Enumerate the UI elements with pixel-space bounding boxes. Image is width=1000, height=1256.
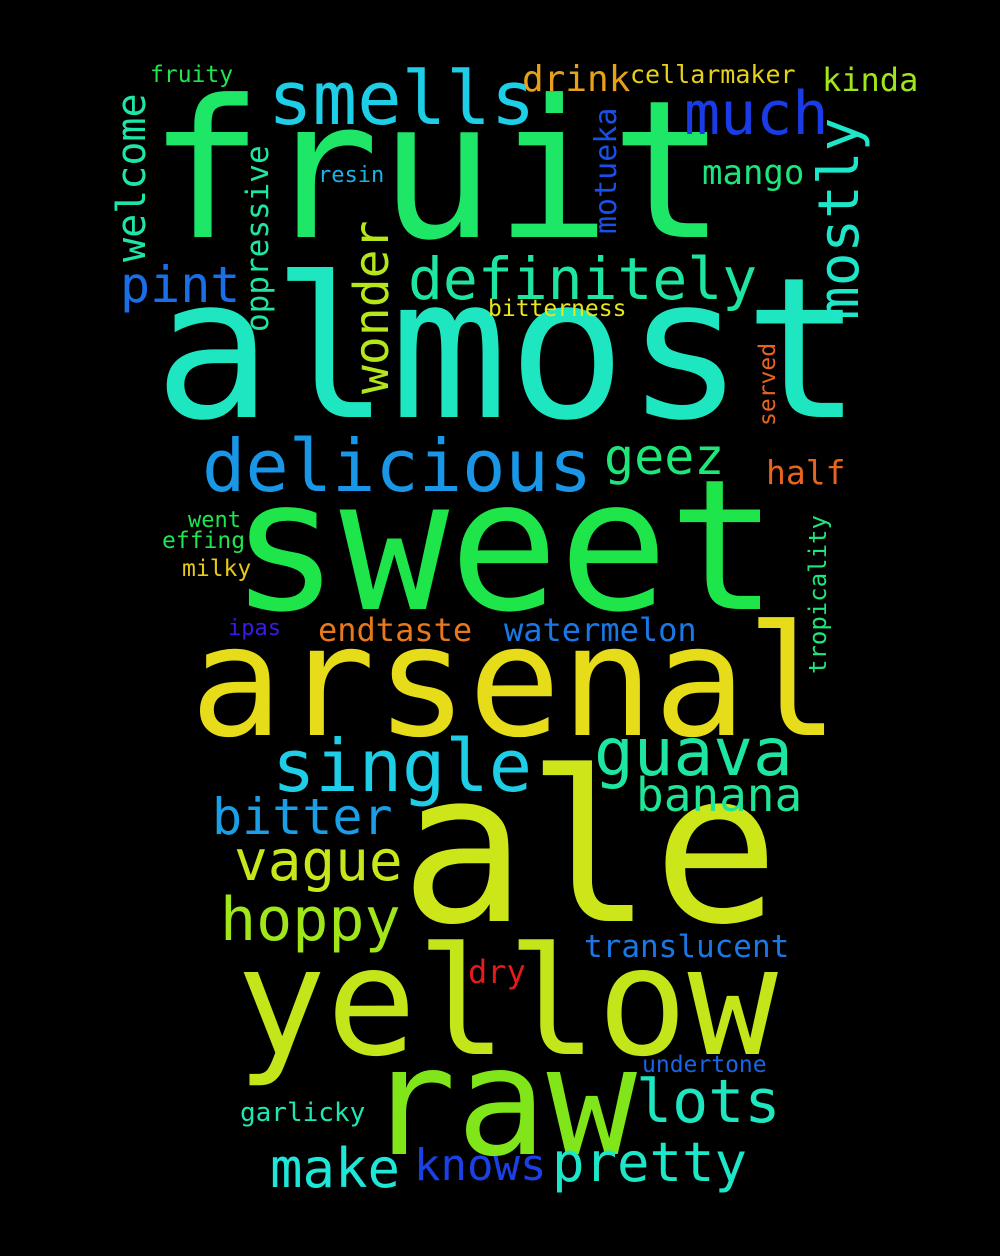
word-endtaste: endtaste <box>318 611 473 649</box>
word-delicious: delicious <box>202 424 593 508</box>
word-lots: lots <box>636 1067 781 1137</box>
word-vague: vague <box>234 829 403 894</box>
word-went: went <box>188 508 241 533</box>
word-much: much <box>684 79 829 149</box>
word-raw: raw <box>366 1016 637 1190</box>
word-mostly: mostly <box>807 117 872 320</box>
word-resin: resin <box>318 163 385 188</box>
word-translucent: translucent <box>584 929 790 965</box>
word-bitter: bitter <box>212 788 393 846</box>
word-effing: effing <box>162 528 246 554</box>
word-yellow: yellow <box>236 916 778 1090</box>
word-ale: ale <box>400 726 780 971</box>
word-pint: pint <box>120 256 241 314</box>
word-half: half <box>766 453 846 492</box>
word-smells: smells <box>268 56 536 142</box>
word-banana: banana <box>636 768 803 822</box>
word-kinda: kinda <box>822 61 919 99</box>
word-knows: knows <box>414 1140 547 1191</box>
word-garlicky: garlicky <box>240 1098 366 1128</box>
word-arsenal: arsenal <box>190 593 840 772</box>
word-watermelon: watermelon <box>504 611 697 649</box>
word-sweet: sweet <box>230 440 778 652</box>
word-welcome: welcome <box>109 93 155 262</box>
word-motueka: motueka <box>589 107 624 234</box>
word-make: make <box>270 1137 401 1200</box>
word-milky: milky <box>182 556 252 582</box>
word-single: single <box>272 724 533 808</box>
word-pretty: pretty <box>552 1131 748 1194</box>
word-definitely: definitely <box>408 245 758 313</box>
word-dry: dry <box>468 953 526 991</box>
word-bitterness: bitterness <box>488 296 627 322</box>
word-fruit: fruit <box>148 60 726 283</box>
word-geez: geez <box>604 428 725 486</box>
word-almost: almost <box>154 236 863 464</box>
word-drink: drink <box>522 59 631 100</box>
word-oppressive: oppressive <box>240 145 276 332</box>
word-hoppy: hoppy <box>220 885 401 955</box>
word-tropicality: tropicality <box>804 515 832 674</box>
word-fruity: fruity <box>150 62 234 88</box>
word-cellarmaker: cellarmaker <box>630 60 796 89</box>
word-served: served <box>755 342 781 426</box>
word-undertone: undertone <box>642 1052 767 1078</box>
word-wonder: wonder <box>344 220 400 394</box>
word-mango: mango <box>702 153 805 193</box>
word-ipas: ipas <box>228 616 281 641</box>
word-guava: guava <box>594 714 793 791</box>
